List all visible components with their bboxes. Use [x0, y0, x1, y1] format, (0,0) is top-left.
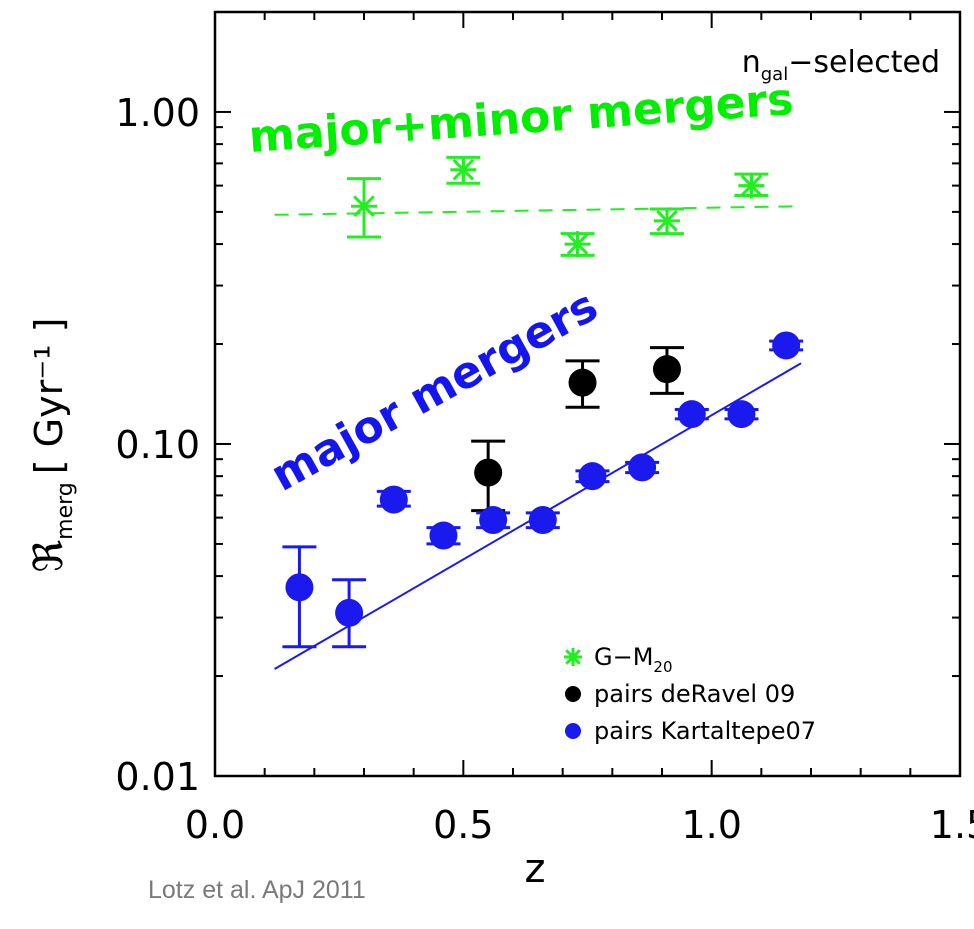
marker-circle — [628, 453, 657, 482]
data-point — [476, 506, 511, 535]
legend-marker-asterisk — [564, 648, 582, 666]
legend-marker-blue-circle — [565, 723, 581, 739]
marker-circle — [727, 400, 756, 429]
marker-circle — [772, 331, 801, 360]
legend-label-deravel: pairs deRavel 09 — [594, 680, 795, 708]
data-point — [575, 462, 610, 491]
legend-label-kartaltepe: pairs Kartaltepe07 — [594, 717, 816, 745]
y-axis-label-sub: merg — [53, 482, 78, 540]
data-point — [332, 578, 367, 649]
y-axis-label: ℜmerg [ Gyr⁻¹ ] — [26, 318, 78, 573]
x-tick-label: 0.5 — [433, 803, 493, 847]
data-point — [446, 155, 481, 185]
data-point — [625, 453, 660, 482]
data-point — [649, 346, 684, 395]
data-point — [769, 331, 804, 360]
data-point — [724, 400, 759, 429]
data-point — [471, 439, 506, 513]
tick-labels: 0.0 0.5 1.0 1.5 0.01 0.10 1.00 — [115, 91, 974, 847]
legend-marker-black-circle — [565, 686, 581, 702]
axis-ticks — [214, 11, 961, 777]
corner-label: ngal−selected — [742, 45, 940, 85]
data-point — [734, 172, 769, 199]
data-point — [376, 485, 411, 514]
data-points — [282, 155, 804, 649]
y-tick-label: 1.00 — [115, 91, 200, 135]
y-tick-label: 0.01 — [115, 755, 200, 799]
marker-circle — [677, 400, 706, 429]
series-2 — [282, 331, 804, 649]
marker-circle — [479, 506, 508, 535]
data-point — [674, 400, 709, 429]
marker-circle — [568, 368, 597, 397]
legend: G−M20 pairs deRavel 09 pairs Kartaltepe0… — [564, 643, 816, 745]
annotation-major-mergers: major mergers — [263, 280, 607, 501]
fit-line-dashed — [274, 205, 802, 216]
x-tick-label: 1.0 — [681, 803, 741, 847]
y-axis-label-units: [ Gyr⁻¹ ] — [27, 318, 71, 475]
legend-label-gm20: G−M20 — [594, 643, 673, 676]
marker-circle — [652, 355, 681, 384]
x-axis-label: z — [525, 846, 546, 892]
marker-circle — [379, 485, 408, 514]
annotation-major-minor-mergers: major+minor mergers — [247, 74, 795, 163]
y-axis-label-main: ℜ — [26, 539, 72, 572]
x-tick-label: 1.5 — [930, 803, 974, 847]
data-point — [565, 359, 600, 409]
series-1 — [471, 346, 684, 513]
svg-text:ℜmerg[ Gyr⁻¹ ]: ℜmerg [ Gyr⁻¹ ] — [26, 318, 78, 573]
marker-circle — [285, 573, 314, 602]
data-point — [282, 545, 317, 649]
data-point — [426, 521, 461, 550]
x-tick-label: 0.0 — [185, 803, 245, 847]
marker-circle — [578, 462, 607, 491]
data-point — [560, 231, 595, 258]
data-point — [347, 177, 381, 239]
marker-circle — [429, 521, 458, 550]
credit-text: Lotz et al. ApJ 2011 — [148, 876, 366, 904]
data-point — [525, 506, 560, 535]
marker-circle — [474, 458, 503, 487]
marker-circle — [335, 598, 364, 627]
corner-label-rest: −selected — [788, 45, 940, 80]
data-point — [649, 207, 684, 236]
series-0 — [347, 155, 769, 258]
marker-circle — [528, 506, 557, 535]
corner-label-main: n — [742, 45, 761, 80]
y-tick-label: 0.10 — [115, 423, 200, 467]
corner-label-sub: gal — [761, 64, 788, 85]
plot-frame — [213, 10, 962, 778]
